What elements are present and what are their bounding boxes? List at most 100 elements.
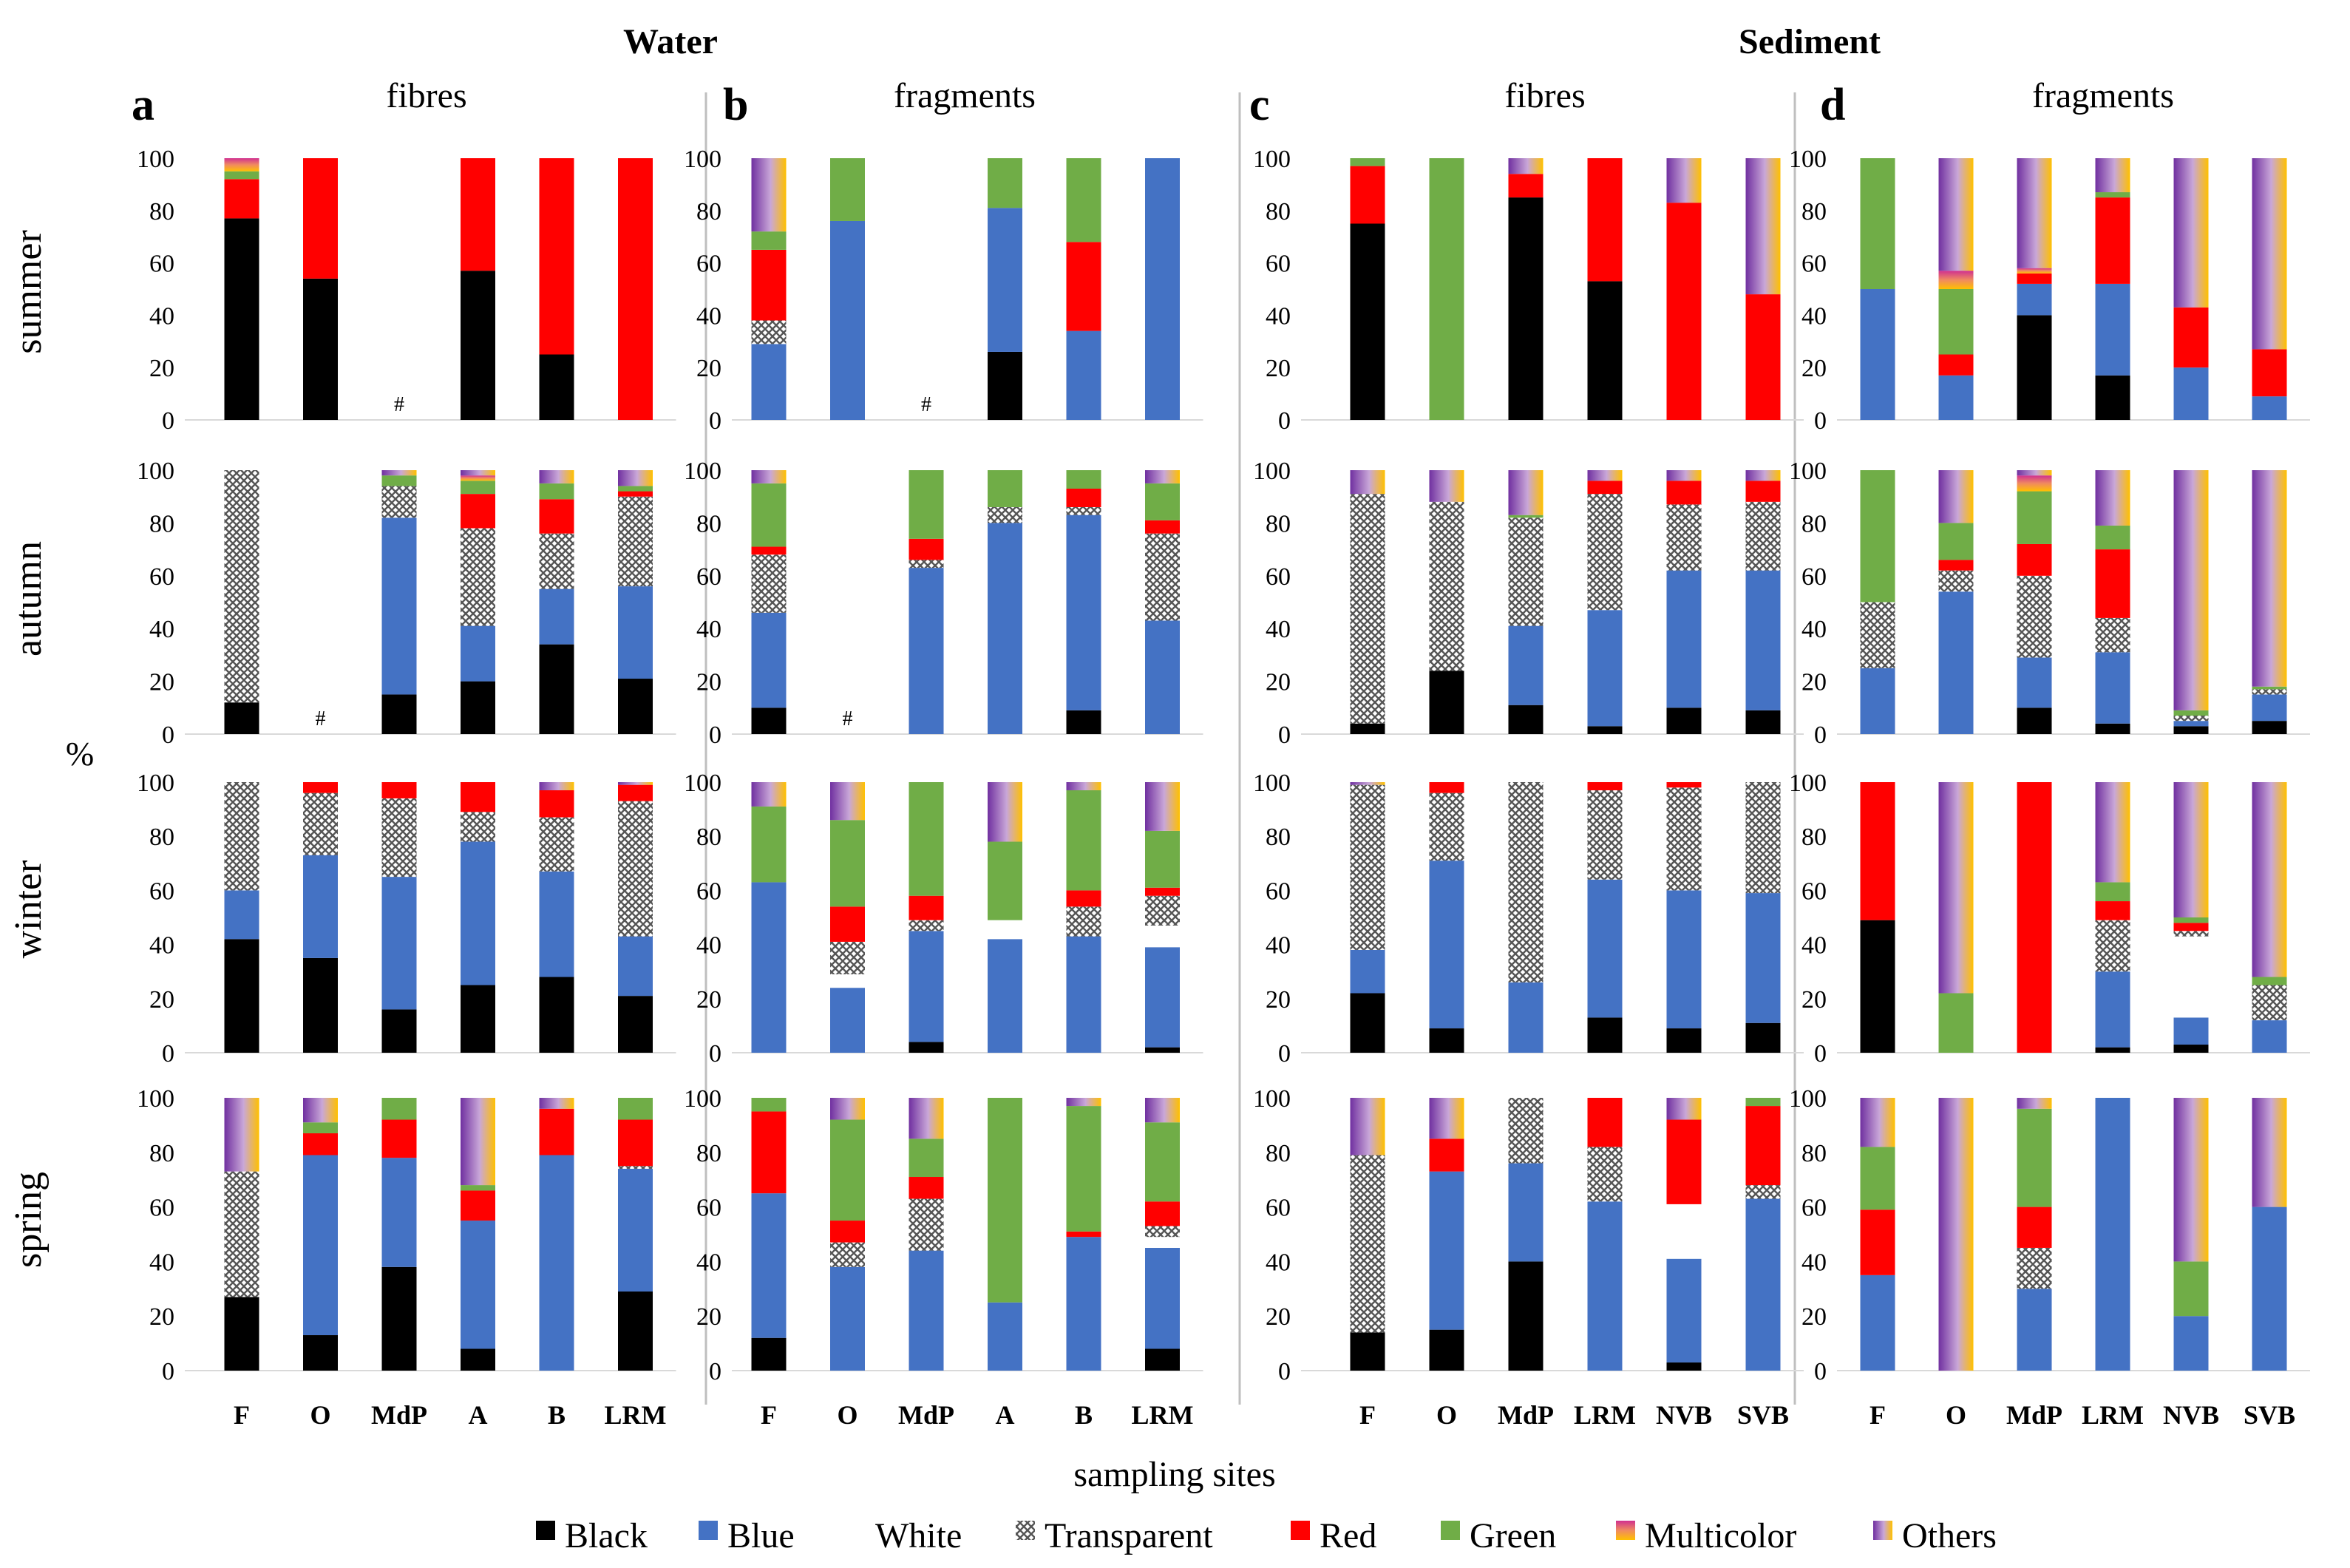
bar-segment-a-winter-mdp-transparent	[381, 798, 417, 878]
y-tick-label: 20	[149, 1303, 174, 1331]
bar-segment-b-spring-lrm-transparent	[1145, 1226, 1180, 1238]
bar-segment-b-summer-lrm-blue	[1145, 158, 1180, 420]
x-tick-label-d-o: O	[1946, 1400, 1966, 1430]
bar-segment-d-summer-lrm-green	[2095, 192, 2130, 198]
y-tick-label: 100	[684, 458, 721, 485]
bar-segment-d-summer-lrm-blue	[2095, 283, 2130, 376]
bar-segment-a-spring-a-red	[461, 1190, 495, 1221]
bar-segment-a-autumn-a-multicolor	[461, 475, 495, 481]
bar-segment-c-autumn-nvb-transparent	[1666, 504, 1702, 571]
bar-segment-a-winter-o-transparent	[303, 793, 338, 855]
bar-segment-d-summer-lrm-others	[2095, 158, 2130, 193]
y-tick-label: 80	[149, 510, 174, 537]
bar-segment-c-winter-lrm-blue	[1587, 879, 1623, 1018]
bar-segment-d-summer-mdp-others	[2017, 158, 2052, 268]
bar-segment-a-spring-b-blue	[539, 1155, 574, 1371]
bar-segment-c-winter-mdp-blue	[1508, 982, 1544, 1053]
bar-segment-d-autumn-f-green	[1860, 470, 1895, 603]
y-tick-label: 60	[1801, 251, 1827, 278]
bar-segment-a-autumn-f-transparent	[224, 470, 259, 703]
bar-segment-b-winter-o-green	[830, 820, 865, 907]
y-tick-label: 80	[1801, 824, 1827, 851]
bar-segment-c-autumn-svb-blue	[1745, 570, 1781, 710]
bar-segment-b-autumn-f-others	[751, 470, 787, 483]
x-tick-label-a-a: A	[469, 1400, 488, 1430]
bar-segment-b-winter-mdp-black	[909, 1042, 944, 1053]
bar-segment-c-spring-o-red	[1429, 1138, 1464, 1172]
bar-segment-c-autumn-lrm-black	[1587, 726, 1623, 734]
y-tick-label: 60	[149, 878, 174, 905]
bar-segment-b-spring-o-others	[830, 1098, 865, 1120]
legend-label-transparent: Transparent	[1045, 1516, 1213, 1555]
bar-segment-a-winter-o-black	[303, 957, 338, 1053]
y-tick-label: 0	[1278, 722, 1291, 749]
bar-segment-d-winter-nvb-red	[2173, 923, 2209, 931]
bar-segment-c-summer-lrm-red	[1587, 158, 1623, 282]
bar-segment-d-summer-f-green	[1860, 158, 1895, 289]
bar-segment-d-autumn-lrm-transparent	[2095, 617, 2130, 653]
bar-segment-d-spring-svb-others	[2252, 1098, 2287, 1207]
bar-segment-c-autumn-nvb-others	[1666, 470, 1702, 481]
y-tick-label: 40	[149, 616, 174, 643]
bar-segment-d-winter-svb-green	[2252, 977, 2287, 985]
bar-segment-b-winter-mdp-red	[909, 895, 944, 920]
bar-segment-a-winter-lrm-others	[618, 782, 653, 785]
bar-segment-d-autumn-svb-green	[2252, 686, 2287, 690]
legend-swatch-blue	[699, 1521, 718, 1540]
bar-segment-c-winter-lrm-black	[1587, 1017, 1623, 1053]
x-tick-label-b-b: B	[1075, 1400, 1093, 1430]
bar-segment-c-spring-nvb-blue	[1666, 1258, 1702, 1362]
bar-segment-b-spring-f-red	[751, 1111, 787, 1194]
x-tick-label-a-f: F	[234, 1400, 250, 1430]
bar-segment-b-autumn-lrm-others	[1145, 470, 1180, 483]
bar-segment-a-summer-f-green	[224, 171, 259, 180]
panel-title-d: fragments	[2032, 76, 2174, 115]
y-tick-label: 40	[149, 1249, 174, 1276]
bar-segment-a-spring-o-blue	[303, 1155, 338, 1336]
y-tick-label: 0	[1814, 722, 1827, 749]
bar-segment-d-autumn-nvb-transparent	[2173, 716, 2209, 722]
bar-segment-b-winter-b-transparent	[1066, 906, 1101, 937]
y-tick-label: 0	[1814, 407, 1827, 435]
bar-segment-c-summer-nvb-others	[1666, 158, 1702, 203]
bar-segment-c-winter-nvb-blue	[1666, 890, 1702, 1029]
group-title-water: Water	[623, 22, 718, 61]
bar-segment-a-spring-o-black	[303, 1335, 338, 1371]
bar-segment-a-autumn-lrm-black	[618, 679, 653, 734]
bar-segment-a-winter-b-blue	[539, 871, 574, 977]
bar-segment-b-spring-lrm-green	[1145, 1122, 1180, 1202]
y-tick-label: 80	[696, 510, 721, 537]
bar-segment-d-winter-lrm-others	[2095, 782, 2130, 883]
bar-segment-c-spring-f-black	[1350, 1332, 1385, 1371]
bar-segment-a-winter-b-red	[539, 790, 574, 818]
y-tick-label: 60	[1801, 878, 1827, 905]
bar-segment-d-spring-mdp-green	[2017, 1108, 2052, 1207]
bar-segment-a-summer-b-red	[539, 158, 574, 355]
y-tick-label: 40	[1266, 1249, 1291, 1276]
y-tick-label: 20	[696, 669, 721, 696]
bar-segment-a-autumn-mdp-blue	[381, 517, 417, 695]
y-tick-label: 80	[149, 198, 174, 225]
bar-segment-b-winter-b-green	[1066, 790, 1101, 891]
bar-segment-a-autumn-lrm-blue	[618, 586, 653, 679]
bar-segment-b-spring-f-blue	[751, 1193, 787, 1338]
season-label-autumn: autumn	[7, 541, 50, 656]
bar-segment-b-winter-lrm-green	[1145, 830, 1180, 888]
bar-segment-d-winter-nvb-black	[2173, 1045, 2209, 1053]
bar-segment-d-winter-svb-others	[2252, 782, 2287, 977]
x-tick-label-b-o: O	[837, 1400, 858, 1430]
bar-segment-a-autumn-lrm-red	[618, 491, 653, 497]
y-tick-label: 100	[1789, 146, 1827, 173]
bar-segment-a-autumn-a-green	[461, 481, 495, 495]
bar-segment-b-summer-f-green	[751, 231, 787, 250]
panel-letter-a: a	[132, 80, 154, 130]
y-tick-label: 20	[1801, 355, 1827, 382]
y-tick-label: 0	[709, 1358, 721, 1385]
y-tick-label: 60	[696, 251, 721, 278]
bar-segment-c-spring-o-black	[1429, 1329, 1464, 1371]
panel-title-b: fragments	[894, 76, 1036, 115]
bar-segment-a-autumn-a-transparent	[461, 528, 495, 626]
y-tick-label: 20	[1266, 669, 1291, 696]
bar-segment-d-summer-mdp-red	[2017, 273, 2052, 284]
bar-segment-a-spring-a-others	[461, 1098, 495, 1186]
